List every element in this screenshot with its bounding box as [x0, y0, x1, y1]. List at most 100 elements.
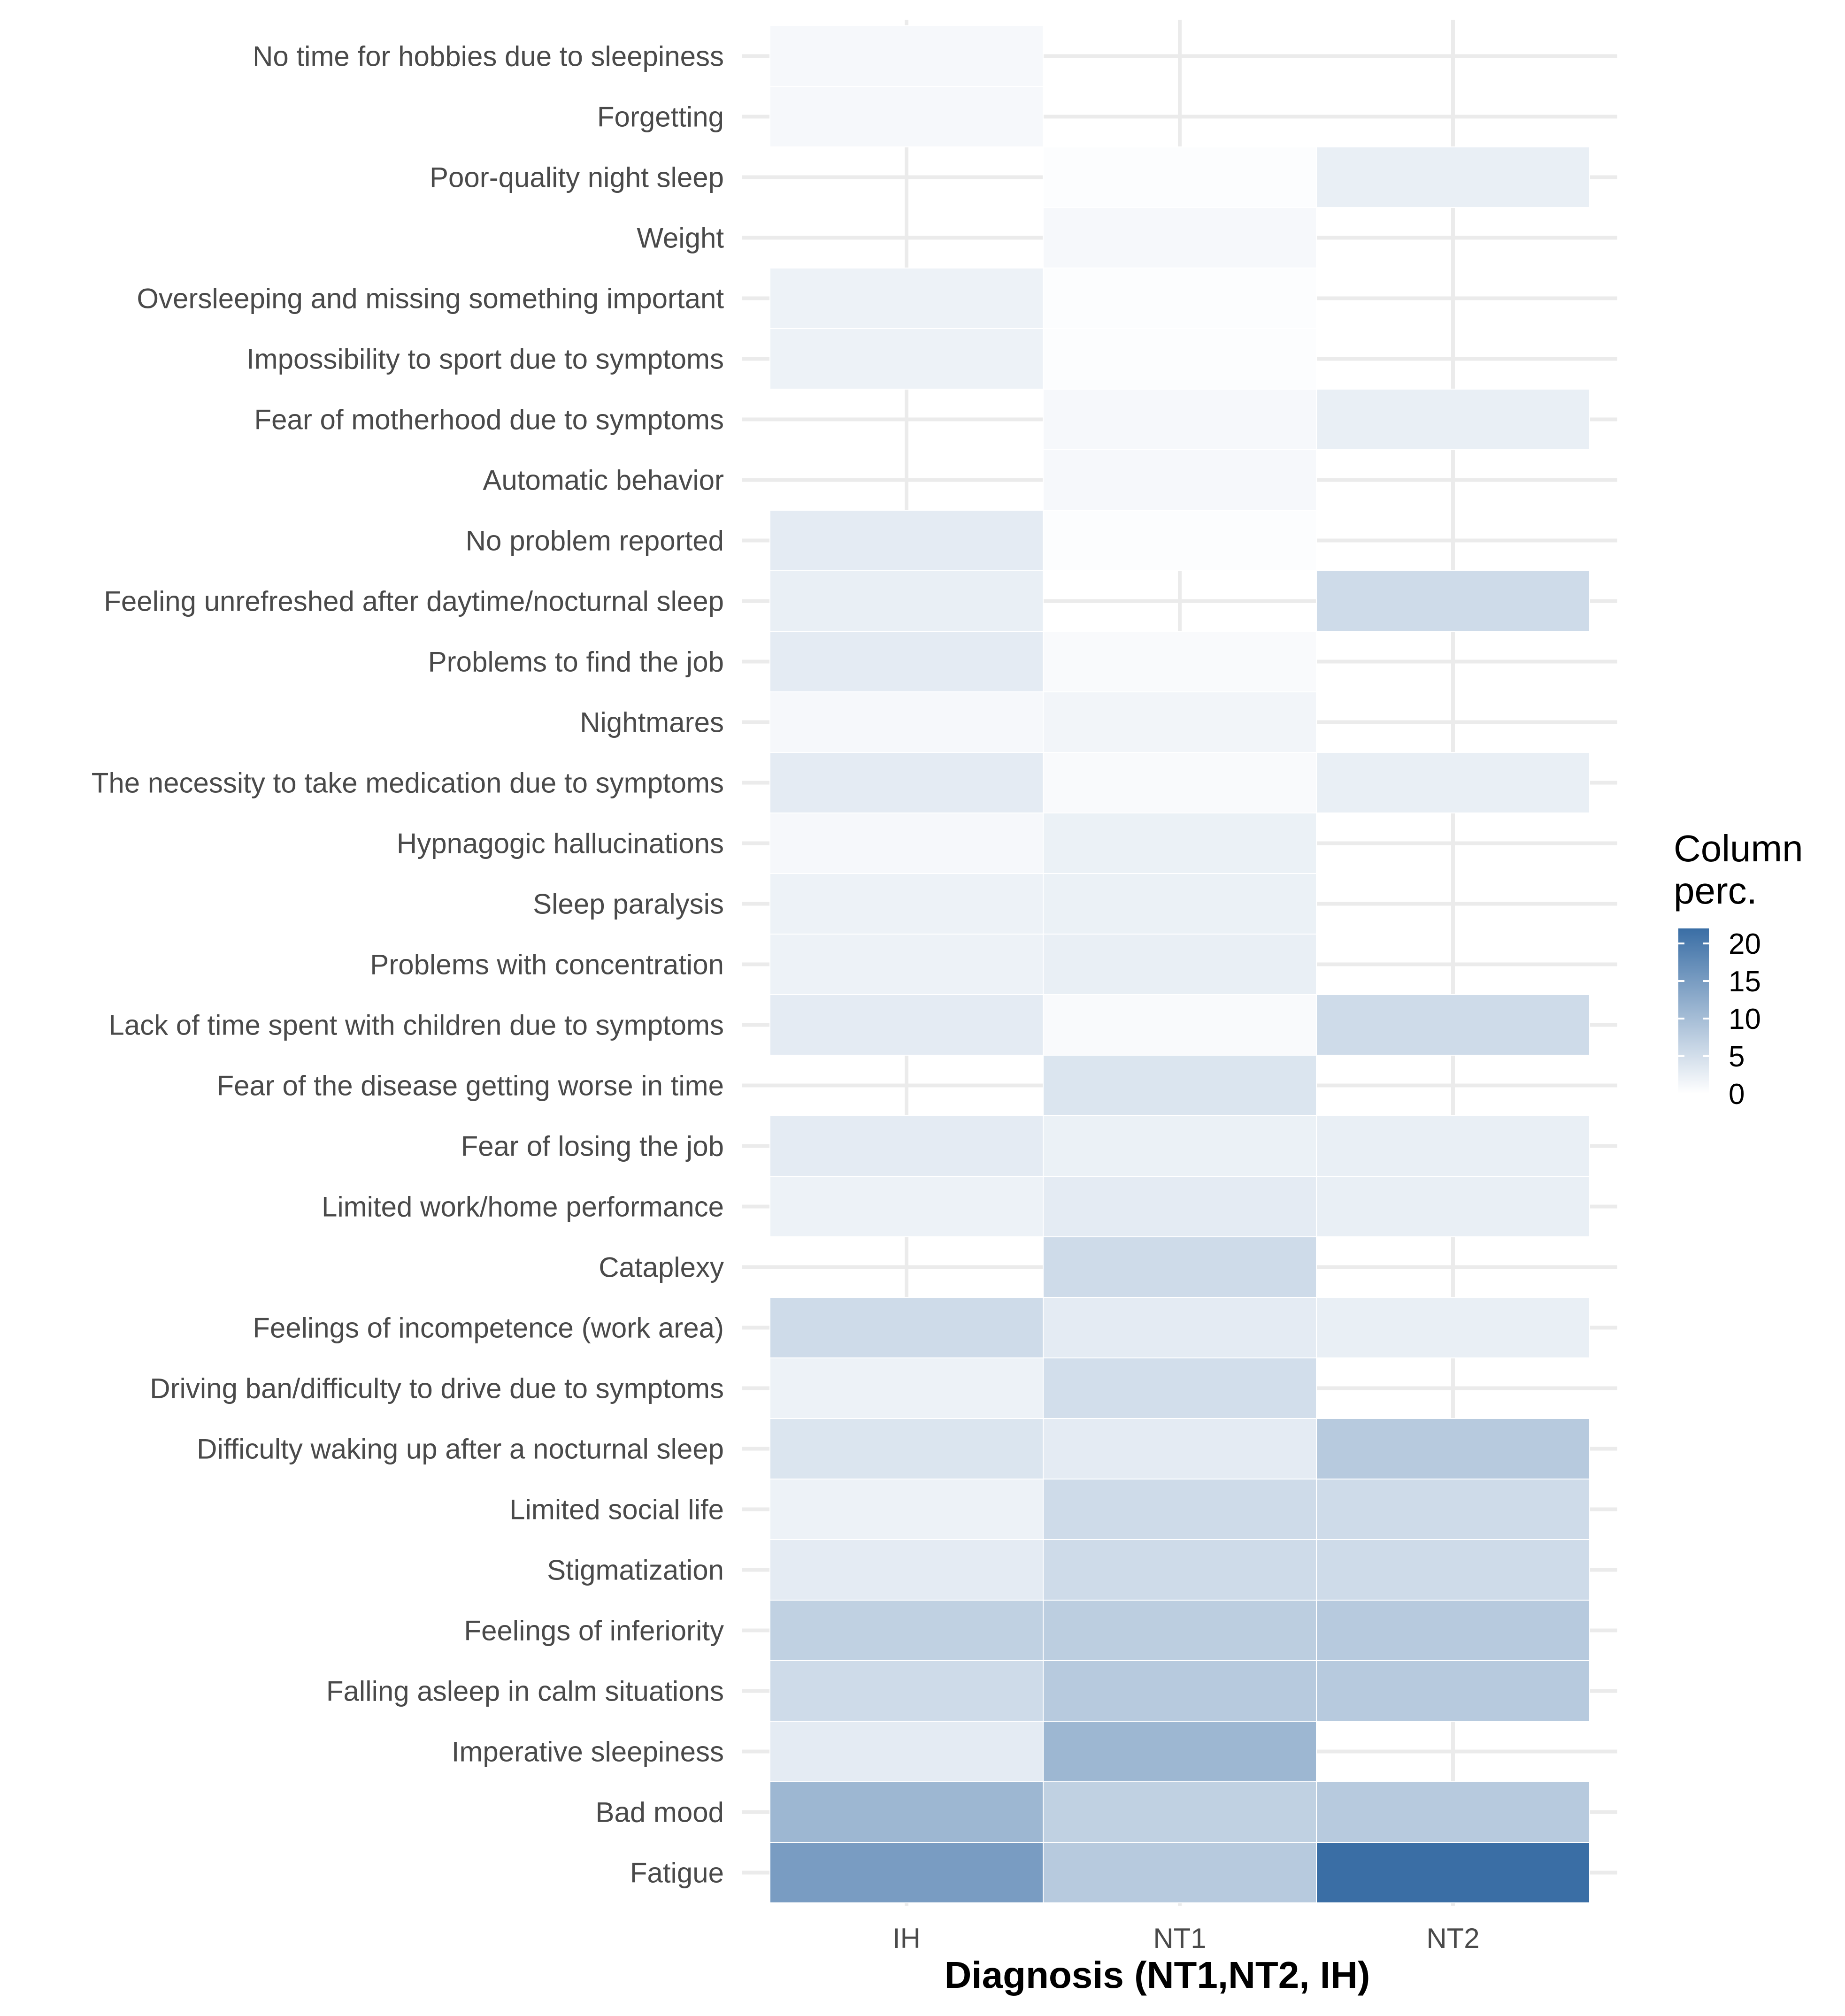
heatmap-cell-ih-problems-with-concentration: Problems with concentration / IH: 2 [769, 934, 1044, 995]
heatmap-cell-ih-no-time-for-hobbies-due-to-sleepiness: No time for hobbies due to sleepiness / … [769, 25, 1044, 87]
y-tick-label: Limited social life [509, 1494, 724, 1525]
heatmap-cell-ih-lack-of-time-spent-with-children-due-to-symptoms: Lack of time spent with children due to … [769, 994, 1044, 1056]
heatmap-cell-ih-driving-ban-difficulty-to-drive-due-to-symptoms: Driving ban/difficulty to drive due to s… [769, 1357, 1044, 1419]
heatmap-cell-nt1-impossibility-to-sport-due-to-symptoms: Impossibility to sport due to symptoms /… [1043, 328, 1317, 390]
heatmap-cell-ih-the-necessity-to-take-medication-due-to-symptoms: The necessity to take medication due to … [769, 752, 1044, 813]
heatmap-cell-nt1-the-necessity-to-take-medication-due-to-symptoms: The necessity to take medication due to … [1043, 752, 1317, 813]
heatmap-cell-ih-limited-work-home-performance: Limited work/home performance / IH: 2 [769, 1176, 1044, 1237]
heatmap-cell-nt2-feelings-of-inferiority: Feelings of inferiority / NT2: 8 [1316, 1600, 1590, 1661]
y-tick-label: Stigmatization [547, 1555, 724, 1586]
y-tick-label: Poor-quality night sleep [430, 162, 724, 193]
heatmap-cell-nt1-stigmatization: Stigmatization / NT1: 5.5 [1043, 1539, 1317, 1601]
legend-title-line-2: perc. [1674, 870, 1757, 912]
heatmap-cell-nt2-bad-mood: Bad mood / NT2: 8 [1316, 1781, 1590, 1843]
heatmap-cell-nt2-fatigue: Fatigue / NT2: 22 [1316, 1842, 1590, 1903]
heatmap-cell-nt1-problems-to-find-the-job: Problems to find the job / NT1: 0.7 [1043, 631, 1317, 692]
legend-tick-label: 0 [1729, 1078, 1745, 1111]
y-tick-label: The necessity to take medication due to … [92, 767, 724, 799]
heatmap-cell-nt1-fear-of-motherhood-due-to-symptoms: Fear of motherhood due to symptoms / NT1… [1043, 389, 1317, 450]
y-tick-label: Nightmares [580, 707, 724, 738]
heatmap-cell-ih-feelings-of-incompetence-work-area: Feelings of incompetence (work area) / I… [769, 1297, 1044, 1358]
y-tick-labels: No time for hobbies due to sleepiness For… [92, 41, 724, 1889]
heatmap-cell-ih-oversleeping-and-missing-something-important: Oversleeping and missing something impor… [769, 268, 1044, 329]
heatmap-cell-nt1-hypnagogic-hallucinations: Hypnagogic hallucinations / NT1: 2.2 [1043, 813, 1317, 874]
heatmap-cell-ih-difficulty-waking-up-after-a-nocturnal-sleep: Difficulty waking up after a nocturnal s… [769, 1418, 1044, 1479]
y-tick-label: Oversleeping and missing something impor… [137, 283, 724, 314]
heatmap-cell-ih-bad-mood: Bad mood / IH: 11 [769, 1781, 1044, 1843]
heatmap-cell-ih-stigmatization: Stigmatization / IH: 3 [769, 1539, 1044, 1601]
y-tick-label: Falling asleep in calm situations [326, 1676, 724, 1707]
heatmap-cell-nt2-the-necessity-to-take-medication-due-to-symptoms: The necessity to take medication due to … [1316, 752, 1590, 813]
y-tick-label: Bad mood [595, 1797, 724, 1828]
heatmap-cell-nt1-fatigue: Fatigue / NT1: 8 [1043, 1842, 1317, 1903]
y-tick-label: Automatic behavior [483, 465, 724, 496]
y-tick-label: Problems to find the job [428, 646, 724, 678]
y-tick-label: Fear of motherhood due to symptoms [254, 404, 724, 436]
heatmap-cell-ih-limited-social-life: Limited social life / IH: 2 [769, 1479, 1044, 1540]
legend-tick-label: 15 [1729, 966, 1761, 998]
x-tick-label: NT1 [1153, 1923, 1206, 1954]
heatmap-cell-nt1-fear-of-losing-the-job: Fear of losing the job / NT1: 2.2 [1043, 1115, 1317, 1177]
heatmap-cell-ih-forgetting: Forgetting / IH: 1 [769, 86, 1044, 147]
y-tick-label: Imperative sleepiness [452, 1736, 724, 1768]
heatmap-cell-nt2-poor-quality-night-sleep: Poor-quality night sleep / NT2: 2.5 [1316, 146, 1590, 208]
heatmap-cell-ih-no-problem-reported: No problem reported / IH: 3 [769, 510, 1044, 571]
heatmap-cell-nt2-stigmatization: Stigmatization / NT2: 5.5 [1316, 1539, 1590, 1601]
heatmap-cell-nt1-falling-asleep-in-calm-situations: Falling asleep in calm situations / NT1:… [1043, 1660, 1317, 1722]
y-tick-label: Feelings of inferiority [464, 1615, 724, 1647]
y-tick-label: Feeling unrefreshed after daytime/noctur… [104, 586, 724, 617]
heatmap-cell-nt1-feelings-of-inferiority: Feelings of inferiority / NT1: 7.5 [1043, 1600, 1317, 1661]
heatmap-cell-nt2-lack-of-time-spent-with-children-due-to-symptoms: Lack of time spent with children due to … [1316, 994, 1590, 1056]
legend-tick-label: 20 [1729, 928, 1761, 960]
heatmap-cell-ih-feelings-of-inferiority: Feelings of inferiority / IH: 7 [769, 1600, 1044, 1661]
heatmap-cell-ih-fear-of-losing-the-job: Fear of losing the job / IH: 3 [769, 1115, 1044, 1177]
heatmap-cell-nt1-feelings-of-incompetence-work-area: Feelings of incompetence (work area) / N… [1043, 1297, 1317, 1358]
y-tick-label: Fear of losing the job [461, 1131, 724, 1162]
heatmap-cell-ih-feeling-unrefreshed-after-daytime-nocturnal-sleep: Feeling unrefreshed after daytime/noctur… [769, 570, 1044, 632]
heatmap-cell-nt1-sleep-paralysis: Sleep paralysis / NT1: 2.2 [1043, 873, 1317, 935]
heatmap-cell-nt1-cataplexy: Cataplexy / NT1: 5.5 [1043, 1236, 1317, 1298]
heatmap-cell-nt1-difficulty-waking-up-after-a-nocturnal-sleep: Difficulty waking up after a nocturnal s… [1043, 1418, 1317, 1479]
y-tick-label: Driving ban/difficulty to drive due to s… [150, 1373, 724, 1404]
y-tick-label: Problems with concentration [370, 949, 724, 981]
y-tick-label: Weight [637, 222, 724, 254]
x-axis-title: Diagnosis (NT1,NT2, IH) [945, 1954, 1370, 1996]
heatmap-cell-ih-impossibility-to-sport-due-to-symptoms: Impossibility to sport due to symptoms /… [769, 328, 1044, 390]
heatmap-cell-ih-problems-to-find-the-job: Problems to find the job / IH: 3 [769, 631, 1044, 692]
y-tick-label: Sleep paralysis [533, 889, 724, 920]
y-tick-label: Forgetting [597, 101, 724, 133]
heatmap-cell-ih-imperative-sleepiness: Imperative sleepiness / IH: 3 [769, 1721, 1044, 1782]
heatmap-cell-nt1-limited-social-life: Limited social life / NT1: 5.5 [1043, 1479, 1317, 1540]
heatmap-cell-ih-nightmares: Nightmares / IH: 1 [769, 691, 1044, 753]
heatmap-cell-nt1-limited-work-home-performance: Limited work/home performance / NT1: 3 [1043, 1176, 1317, 1237]
heatmap-cell-nt2-limited-social-life: Limited social life / NT2: 5.5 [1316, 1479, 1590, 1540]
heatmap-cell-nt1-nightmares: Nightmares / NT1: 1.5 [1043, 691, 1317, 753]
heatmap-cell-nt1-driving-ban-difficulty-to-drive-due-to-symptoms: Driving ban/difficulty to drive due to s… [1043, 1357, 1317, 1419]
y-tick-label: Impossibility to sport due to symptoms [246, 344, 724, 375]
y-tick-label: Cataplexy [599, 1252, 724, 1283]
y-tick-label: Difficulty waking up after a nocturnal s… [197, 1433, 724, 1465]
heatmap-cell-ih-falling-asleep-in-calm-situations: Falling asleep in calm situations / IH: … [769, 1660, 1044, 1722]
heatmap-cell-nt2-fear-of-losing-the-job: Fear of losing the job / NT2: 2.5 [1316, 1115, 1590, 1177]
heatmap-cell-nt1-bad-mood: Bad mood / NT1: 7 [1043, 1781, 1317, 1843]
legend-title-line-1: Column [1674, 828, 1803, 869]
x-tick-labels: IH NT1 NT2 [892, 1923, 1480, 1954]
heatmap-cell-nt1-weight: Weight / NT1: 1 [1043, 207, 1317, 268]
heatmap-cell-nt2-feelings-of-incompetence-work-area: Feelings of incompetence (work area) / N… [1316, 1297, 1590, 1358]
heatmap-cell-nt1-imperative-sleepiness: Imperative sleepiness / NT1: 11 [1043, 1721, 1317, 1782]
heatmap-cell-nt1-poor-quality-night-sleep: Poor-quality night sleep / NT1: 0.3 [1043, 146, 1317, 208]
heatmap-cell-nt2-fear-of-motherhood-due-to-symptoms: Fear of motherhood due to symptoms / NT2… [1316, 389, 1590, 450]
heatmap-cell-nt1-automatic-behavior: Automatic behavior / NT1: 1 [1043, 449, 1317, 511]
heatmap-cell-nt1-lack-of-time-spent-with-children-due-to-symptoms: Lack of time spent with children due to … [1043, 994, 1317, 1056]
color-legend: Column perc. 0 5 10 15 20 [1674, 828, 1803, 1111]
y-tick-label: Lack of time spent with children due to … [108, 1010, 724, 1041]
heatmap-cell-ih-hypnagogic-hallucinations: Hypnagogic hallucinations / IH: 1 [769, 813, 1044, 874]
heatmap-cell-nt1-no-problem-reported: No problem reported / NT1: 0.3 [1043, 510, 1317, 571]
x-tick-label: NT2 [1426, 1923, 1479, 1954]
heatmap-cell-nt1-fear-of-the-disease-getting-worse-in-time: Fear of the disease getting worse in tim… [1043, 1055, 1317, 1116]
y-tick-label: Fatigue [630, 1857, 724, 1889]
y-tick-label: No problem reported [466, 525, 724, 557]
y-tick-label: No time for hobbies due to sleepiness [253, 41, 724, 72]
